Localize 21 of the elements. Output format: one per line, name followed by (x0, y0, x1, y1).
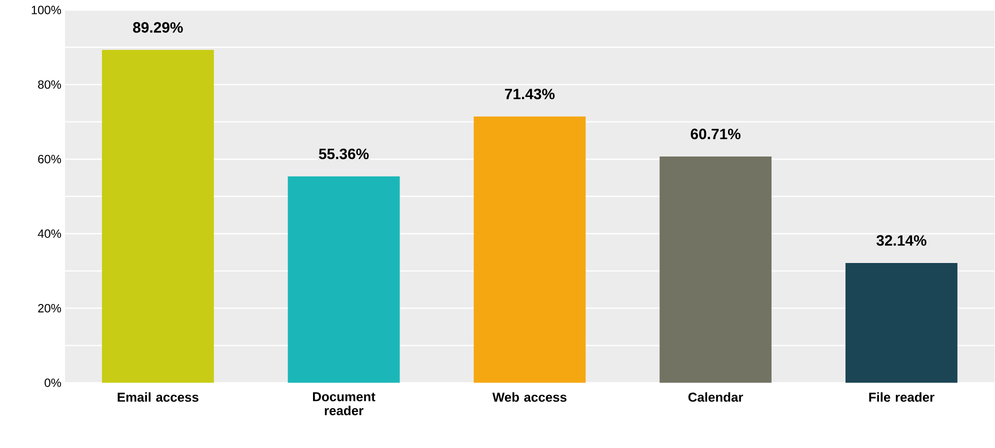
bar (474, 116, 586, 383)
y-tick-label: 60% (38, 155, 62, 164)
x-tick-label: Email access (118, 392, 198, 402)
data-label: 89.29% (133, 22, 183, 33)
data-label: 55.36% (318, 148, 369, 160)
y-tick-label: 20% (38, 304, 62, 313)
bar (660, 156, 772, 383)
x-tick-label: Document reader (313, 392, 376, 416)
x-tick-label: Calendar (688, 392, 744, 402)
bar (845, 263, 958, 383)
x-tick-label: File reader (869, 392, 934, 402)
data-label: 60.71% (690, 128, 740, 140)
data-label: 32.14% (876, 235, 926, 246)
bar (288, 176, 400, 383)
y-tick-label: 80% (38, 80, 62, 89)
y-tick-label: 40% (38, 230, 62, 238)
x-tick-label: Web access (492, 392, 566, 402)
bar (102, 50, 214, 383)
y-tick-label: 100% (32, 6, 62, 14)
y-tick-label: 0% (44, 378, 62, 388)
data-label: 71.43% (505, 88, 555, 100)
